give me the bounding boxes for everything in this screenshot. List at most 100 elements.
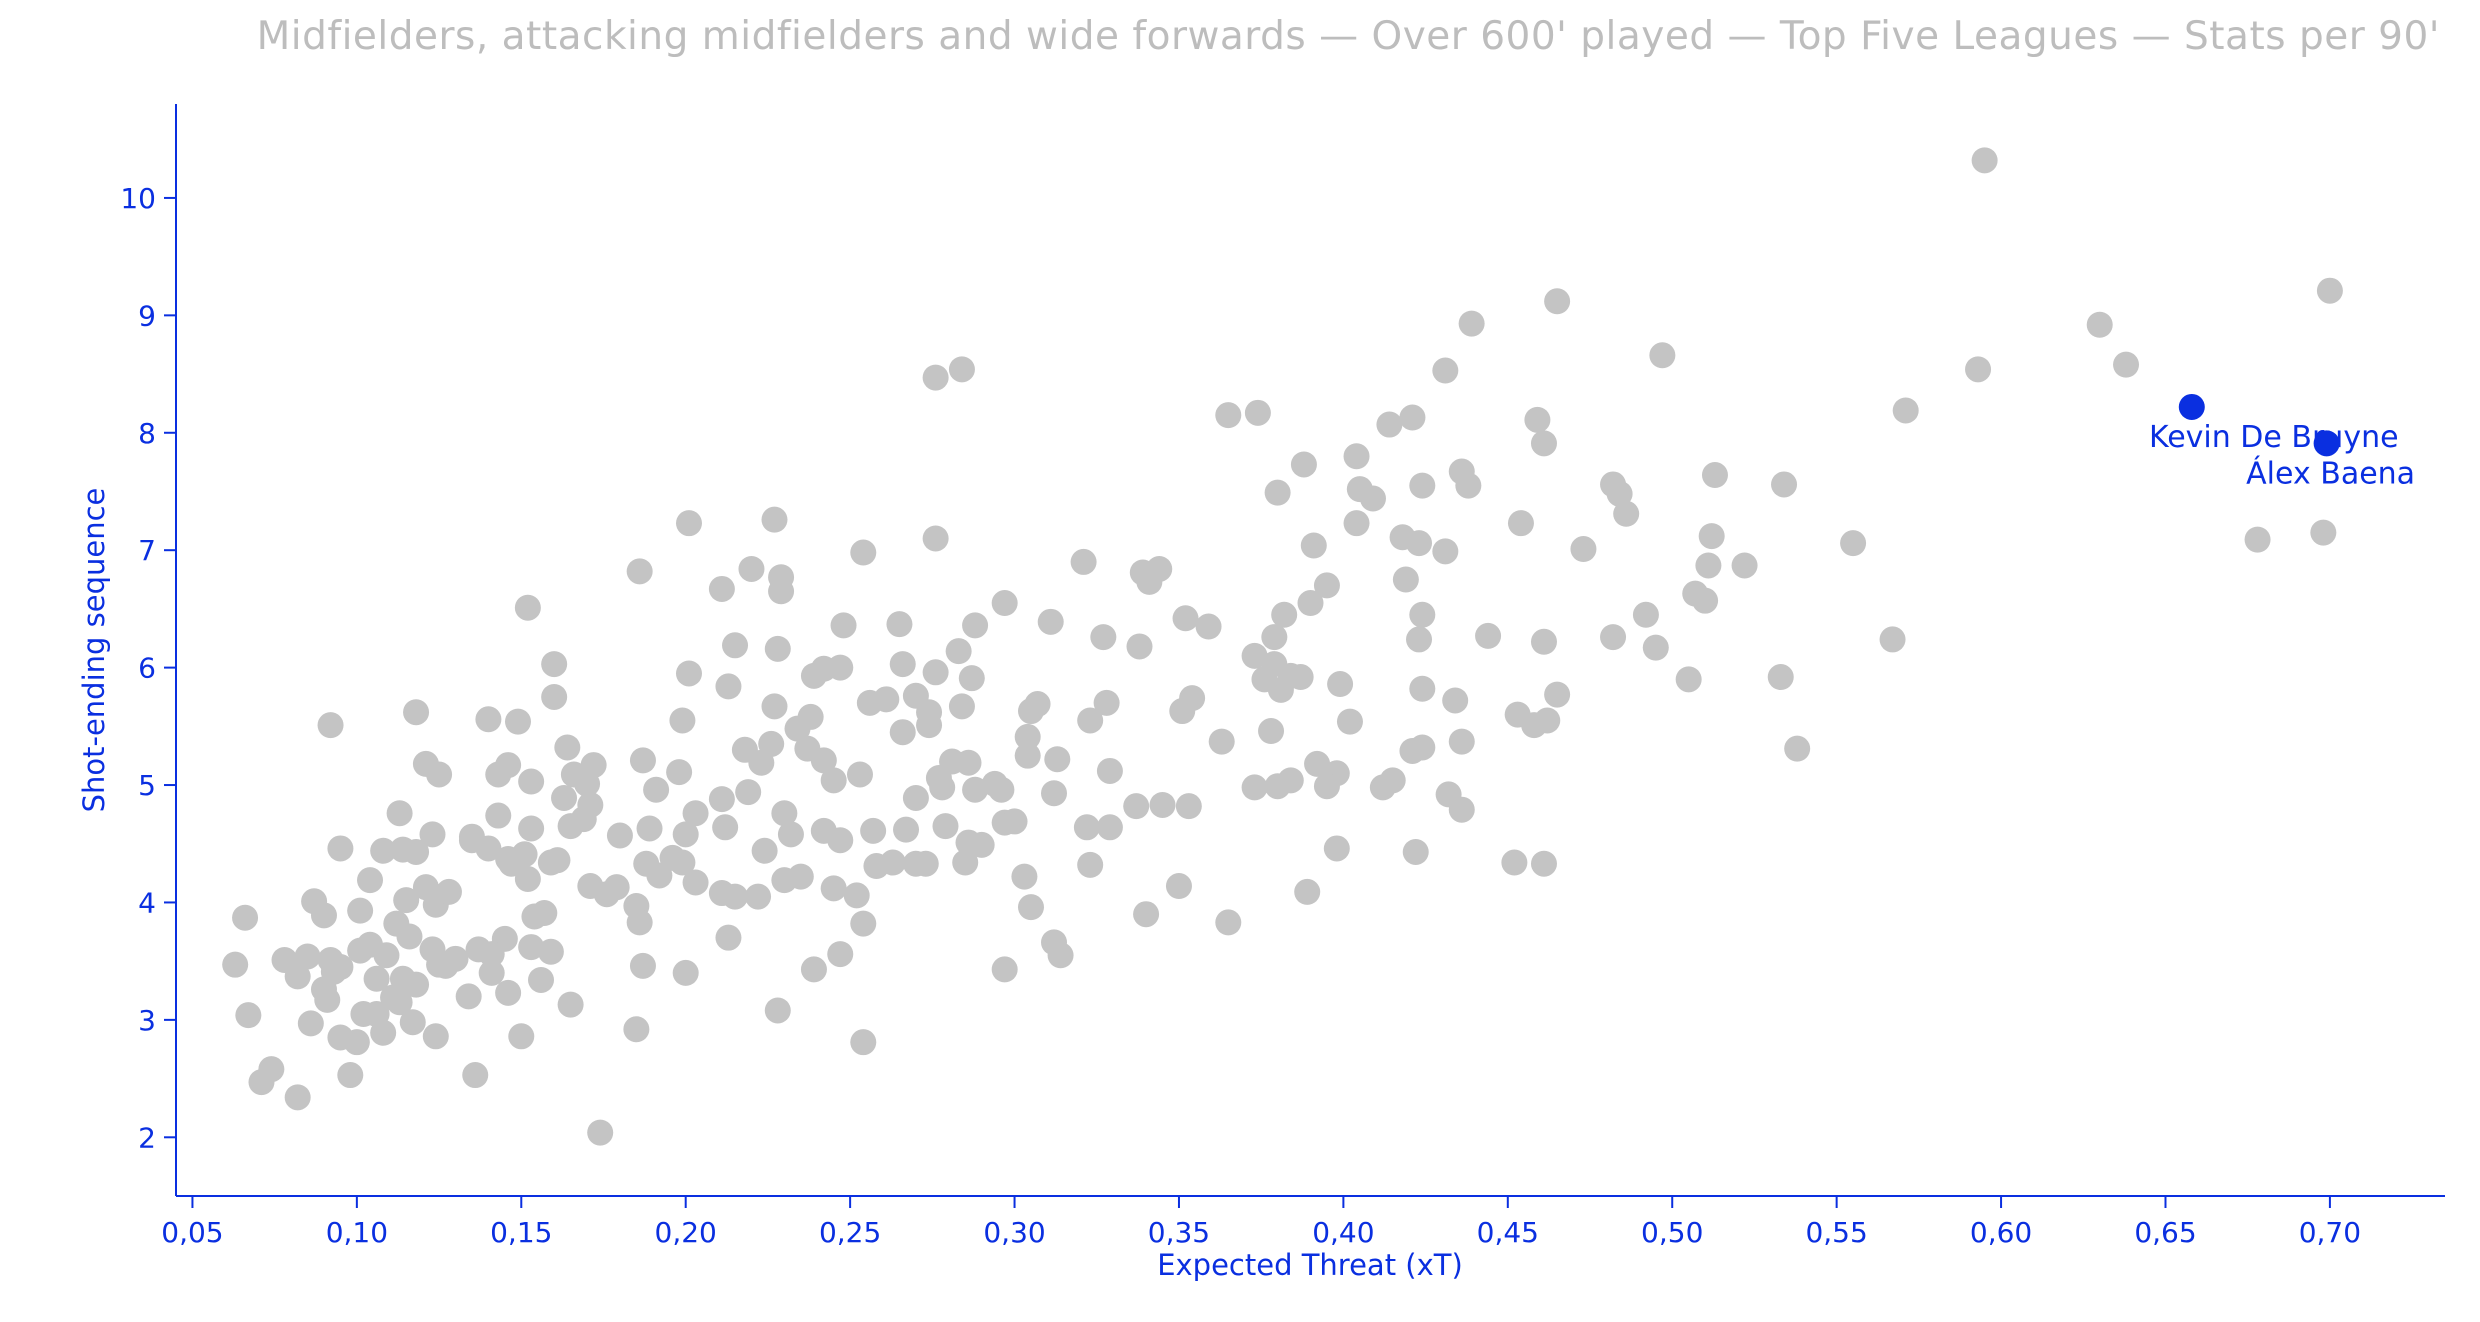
x-tick-label: 0,65 xyxy=(2134,1216,2196,1249)
data-point xyxy=(952,849,979,876)
data-point xyxy=(1409,601,1436,628)
data-point xyxy=(761,506,788,533)
x-tick-label: 0,10 xyxy=(326,1216,388,1249)
data-point xyxy=(514,594,541,621)
data-point xyxy=(1409,734,1436,761)
data-point xyxy=(1244,399,1271,426)
data-point xyxy=(1840,530,1867,557)
data-point xyxy=(751,837,778,864)
data-point xyxy=(327,835,354,862)
data-point xyxy=(682,869,709,896)
data-point xyxy=(284,1084,311,1111)
data-point xyxy=(1731,552,1758,579)
data-point xyxy=(758,730,785,757)
data-point xyxy=(1475,622,1502,649)
data-point xyxy=(528,966,555,993)
data-point xyxy=(1258,718,1285,745)
y-tick-label: 9 xyxy=(138,299,156,332)
data-point xyxy=(587,1119,614,1146)
data-point xyxy=(1090,624,1117,651)
data-point xyxy=(889,651,916,678)
data-point xyxy=(1343,510,1370,537)
data-point xyxy=(294,943,321,970)
highlight-label: Álex Baena xyxy=(2246,455,2415,491)
chart-subtitle: Midfielders, attacking midfielders and w… xyxy=(256,14,2440,59)
data-point xyxy=(1093,689,1120,716)
data-point xyxy=(643,776,670,803)
data-point xyxy=(879,849,906,876)
data-point xyxy=(886,611,913,638)
data-point xyxy=(1041,780,1068,807)
data-point xyxy=(1172,605,1199,632)
data-point xyxy=(1530,430,1557,457)
y-ticks: 2 3 4 5 6 7 8 9 10 xyxy=(120,182,176,1154)
data-point xyxy=(1892,397,1919,424)
data-point xyxy=(764,635,791,662)
data-point xyxy=(1406,530,1433,557)
y-axis-title: Shot-ending sequence xyxy=(77,488,111,813)
data-point xyxy=(1432,538,1459,565)
data-point xyxy=(1323,835,1350,862)
data-point xyxy=(1014,742,1041,769)
data-point xyxy=(768,578,795,605)
data-point xyxy=(317,712,344,739)
data-point xyxy=(1277,767,1304,794)
data-point xyxy=(393,887,420,914)
data-point xyxy=(800,956,827,983)
data-point xyxy=(1017,894,1044,921)
data-point xyxy=(1369,774,1396,801)
data-point xyxy=(258,1056,285,1083)
data-point xyxy=(1879,626,1906,653)
data-point xyxy=(541,651,568,678)
x-ticks: 0,05 0,10 0,15 0,20 0,25 0,30 0,35 0,40 0,45 0,50… xyxy=(161,1196,2361,1249)
data-point xyxy=(2086,311,2113,338)
data-point xyxy=(708,575,735,602)
data-point xyxy=(310,902,337,929)
data-point xyxy=(297,1010,324,1037)
data-point xyxy=(518,815,545,842)
data-point xyxy=(1300,532,1327,559)
data-point xyxy=(675,510,702,537)
data-point xyxy=(764,997,791,1024)
axes xyxy=(175,104,2445,1197)
data-point xyxy=(1409,472,1436,499)
x-tick-label: 0,25 xyxy=(819,1216,881,1249)
data-point xyxy=(1399,404,1426,431)
data-point xyxy=(1077,707,1104,734)
data-point xyxy=(800,662,827,689)
data-point xyxy=(422,1023,449,1050)
data-point xyxy=(498,850,525,877)
x-tick-label: 0,35 xyxy=(1148,1216,1210,1249)
data-point xyxy=(386,989,413,1016)
data-point xyxy=(1530,628,1557,655)
data-point xyxy=(860,817,887,844)
data-point xyxy=(827,654,854,681)
data-point xyxy=(1406,626,1433,653)
data-point xyxy=(403,971,430,998)
data-point xyxy=(1267,676,1294,703)
data-point xyxy=(606,822,633,849)
data-point xyxy=(1409,675,1436,702)
data-point xyxy=(846,761,873,788)
data-point xyxy=(495,752,522,779)
data-point xyxy=(830,612,857,639)
data-point xyxy=(1001,808,1028,835)
data-point xyxy=(478,959,505,986)
data-point xyxy=(675,660,702,687)
data-point xyxy=(1632,601,1659,628)
data-point xyxy=(235,1002,262,1029)
data-point xyxy=(1343,443,1370,470)
data-point xyxy=(1448,728,1475,755)
data-point xyxy=(518,768,545,795)
data-point xyxy=(1359,485,1386,512)
data-point xyxy=(968,831,995,858)
data-point xyxy=(902,784,929,811)
data-point xyxy=(419,821,446,848)
data-point xyxy=(1165,873,1192,900)
data-point xyxy=(669,707,696,734)
data-point xyxy=(988,776,1015,803)
data-point xyxy=(932,813,959,840)
data-point xyxy=(478,941,505,968)
data-point xyxy=(646,862,673,889)
